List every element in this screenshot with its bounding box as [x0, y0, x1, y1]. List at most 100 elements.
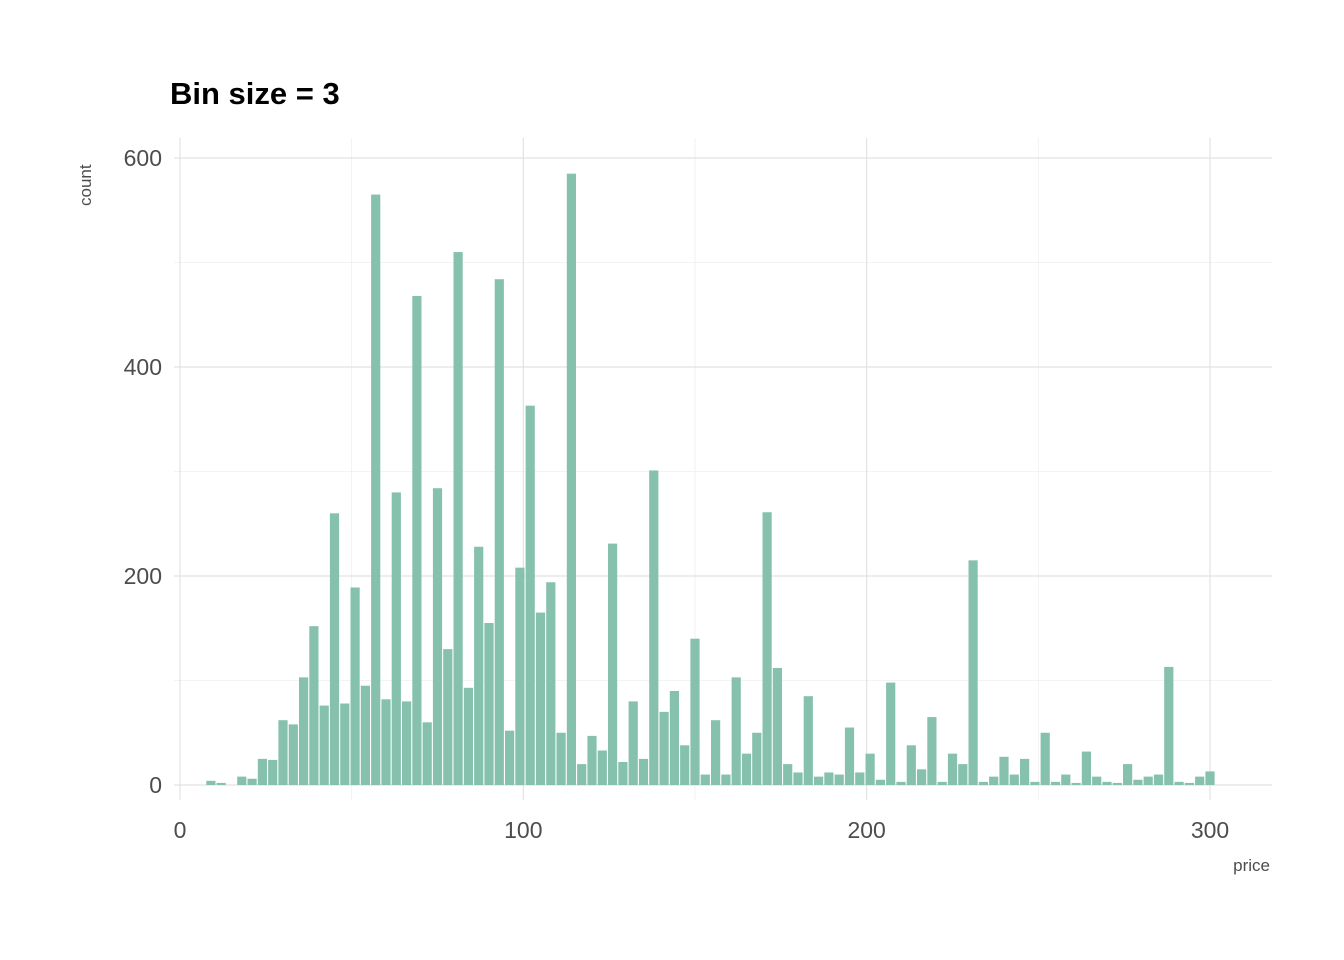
x-tick-label: 300	[1191, 817, 1229, 843]
histogram-bar	[1184, 782, 1194, 785]
histogram-bar	[474, 546, 484, 785]
y-tick-label: 0	[149, 772, 162, 798]
histogram-bar	[937, 781, 947, 785]
histogram-bar	[618, 762, 628, 785]
histogram-bar	[814, 776, 824, 785]
histogram-bar	[731, 677, 741, 785]
histogram-bar	[978, 781, 988, 785]
histogram-bar	[329, 513, 340, 785]
histogram-bar	[669, 690, 679, 785]
histogram-bar	[1092, 776, 1102, 785]
histogram-bar	[505, 730, 515, 785]
histogram-bar	[268, 759, 278, 785]
histogram-bar	[999, 756, 1009, 785]
histogram-bar	[947, 753, 958, 785]
histogram-bar	[927, 717, 937, 785]
histogram-bar	[1050, 781, 1061, 785]
histogram-bar	[1102, 781, 1112, 785]
histogram-bar	[371, 194, 381, 785]
histogram-bar	[247, 778, 257, 785]
histogram-bar	[1164, 666, 1174, 785]
histogram-bar	[278, 720, 288, 785]
chart-title: Bin size = 3	[170, 76, 340, 111]
histogram-bar	[865, 753, 875, 785]
histogram-bar	[659, 711, 669, 785]
histogram-bar	[772, 667, 782, 785]
histogram-bar	[288, 724, 298, 785]
histogram-bar	[1030, 781, 1040, 785]
x-tick-label: 0	[174, 817, 187, 843]
histogram-bar	[1205, 771, 1215, 785]
histogram-bar	[824, 772, 834, 785]
histogram-bar	[299, 677, 309, 785]
histogram-bar	[1195, 776, 1205, 785]
histogram-bar	[1071, 782, 1081, 785]
histogram-bar	[402, 701, 412, 785]
histogram-bar	[535, 612, 546, 785]
histogram-bar	[556, 732, 566, 785]
histogram-bar	[391, 492, 401, 785]
histogram-bar	[1040, 732, 1050, 785]
histogram-bar	[958, 764, 968, 785]
histogram-bar	[340, 703, 350, 785]
histogram-bar	[1112, 782, 1122, 785]
histogram-bar	[875, 779, 885, 785]
histogram-bar	[690, 638, 700, 785]
histogram-bar	[216, 782, 226, 785]
y-tick-label: 400	[124, 354, 162, 380]
histogram-bar	[463, 687, 473, 785]
histogram-bar	[1174, 781, 1184, 785]
histogram-bar	[546, 582, 556, 785]
histogram-bar	[1009, 774, 1019, 785]
x-axis-title: price	[1233, 856, 1270, 875]
histogram-bar	[1020, 758, 1030, 786]
histogram-bar	[711, 720, 721, 785]
histogram-bar	[896, 781, 906, 785]
histogram-bar	[257, 758, 267, 786]
histogram-bar	[566, 173, 576, 785]
histogram-bar	[803, 696, 813, 785]
histogram-bar	[432, 488, 443, 785]
histogram-bar	[834, 774, 844, 785]
x-tick-label: 200	[847, 817, 885, 843]
histogram-bar	[494, 279, 504, 785]
histogram-bar	[1061, 774, 1071, 785]
histogram-bar	[237, 776, 247, 785]
histogram-bar	[597, 750, 607, 785]
histogram-bar	[752, 732, 762, 785]
histogram-bar	[443, 649, 453, 785]
histogram-bar	[783, 764, 793, 785]
histogram-bar	[917, 769, 927, 785]
histogram-bar	[577, 764, 587, 785]
histogram-bar	[1143, 776, 1153, 785]
histogram-bar	[206, 780, 216, 785]
histogram-bar	[350, 587, 360, 785]
histogram-bar	[608, 543, 618, 785]
histogram-bar	[453, 252, 463, 786]
histogram-bar	[525, 405, 535, 785]
histogram-bar	[422, 722, 432, 785]
histogram-bar	[412, 295, 422, 785]
histogram-bar	[381, 699, 391, 785]
histogram-bar	[721, 774, 731, 785]
histogram-bar	[968, 560, 978, 785]
histogram-bar	[309, 626, 319, 785]
histogram-bar	[515, 567, 525, 785]
histogram-bar	[587, 735, 597, 785]
x-tick-label: 100	[504, 817, 542, 843]
histogram-bar	[1123, 764, 1133, 785]
histogram-bar	[793, 772, 803, 785]
histogram-bar	[360, 685, 370, 785]
histogram-bar	[700, 774, 710, 785]
histogram-bar	[680, 745, 690, 785]
histogram-bar	[1081, 751, 1091, 785]
y-tick-label: 600	[124, 145, 162, 171]
histogram-bar	[628, 701, 638, 785]
histogram-bar	[649, 470, 659, 785]
y-tick-label: 200	[124, 563, 162, 589]
histogram-bar	[906, 745, 916, 785]
histogram-bar	[1153, 774, 1164, 785]
histogram-bar	[855, 772, 865, 785]
